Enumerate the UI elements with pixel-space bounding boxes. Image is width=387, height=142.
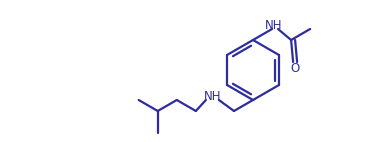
Text: O: O	[291, 61, 300, 75]
Text: NH: NH	[265, 18, 283, 32]
Text: NH: NH	[204, 89, 222, 103]
